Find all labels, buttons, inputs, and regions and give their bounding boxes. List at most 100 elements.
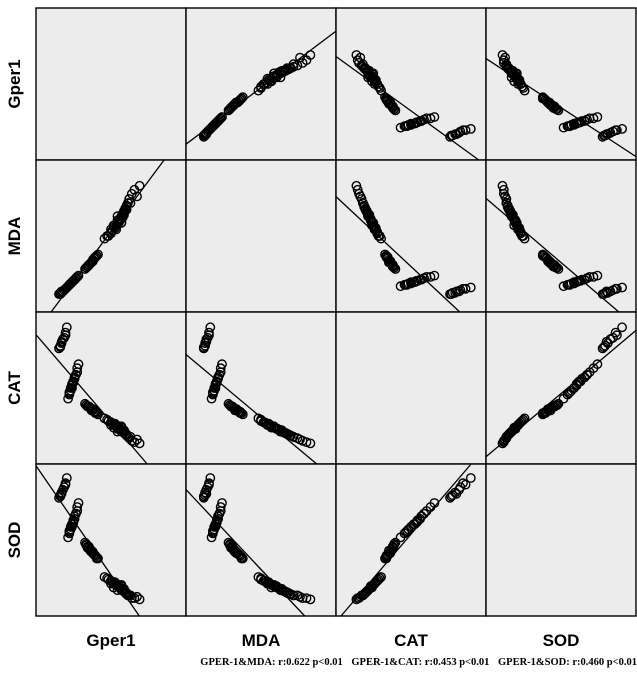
data-point bbox=[385, 547, 396, 557]
data-point bbox=[412, 515, 423, 526]
data-point bbox=[283, 429, 294, 440]
data-point bbox=[63, 532, 73, 543]
data-point bbox=[612, 283, 622, 294]
data-point bbox=[513, 75, 523, 85]
data-point bbox=[575, 275, 586, 286]
row-label-SOD: SOD bbox=[5, 522, 24, 559]
data-point bbox=[497, 180, 508, 191]
data-point bbox=[233, 549, 244, 560]
data-point bbox=[498, 184, 509, 195]
data-point bbox=[566, 385, 577, 396]
data-point bbox=[402, 525, 412, 536]
panel-SOD-Gper1 bbox=[35, 463, 187, 617]
data-point bbox=[498, 55, 509, 66]
data-point bbox=[120, 587, 131, 598]
data-point bbox=[385, 256, 396, 266]
data-point bbox=[363, 208, 373, 219]
data-point bbox=[73, 498, 84, 508]
data-point bbox=[99, 233, 110, 244]
col-label-MDA: MDA bbox=[242, 631, 281, 650]
data-point bbox=[117, 585, 128, 596]
data-point bbox=[501, 194, 512, 204]
data-point bbox=[60, 478, 71, 489]
data-point bbox=[547, 258, 557, 269]
data-point bbox=[134, 438, 145, 449]
data-point bbox=[565, 121, 575, 132]
data-point bbox=[134, 594, 145, 605]
data-point bbox=[231, 404, 242, 414]
data-point bbox=[201, 336, 212, 347]
data-point bbox=[617, 123, 627, 134]
footnote-mda: GPER-1&MDA: r:0.622 p<0.01 bbox=[200, 657, 343, 668]
footnote-sod: GPER-1&SOD: r:0.460 p<0.01 bbox=[498, 657, 637, 668]
data-point bbox=[69, 274, 80, 285]
data-point bbox=[217, 498, 227, 508]
col-label-CAT: CAT bbox=[394, 631, 428, 650]
row-label-CAT: CAT bbox=[5, 371, 24, 405]
data-point bbox=[200, 338, 211, 348]
row-label-Gper1: Gper1 bbox=[5, 59, 24, 108]
data-point bbox=[207, 387, 218, 397]
data-point bbox=[460, 125, 471, 136]
data-point bbox=[368, 580, 379, 590]
data-point bbox=[198, 491, 209, 502]
fit-line bbox=[185, 489, 306, 617]
data-point bbox=[278, 67, 288, 78]
data-point bbox=[395, 281, 406, 292]
data-point bbox=[56, 338, 67, 348]
data-point bbox=[617, 282, 627, 293]
data-point bbox=[506, 208, 517, 219]
data-point bbox=[599, 342, 609, 352]
data-point bbox=[205, 473, 216, 483]
data-point bbox=[511, 220, 522, 231]
data-point bbox=[301, 437, 312, 447]
data-point bbox=[200, 340, 211, 351]
data-point bbox=[575, 117, 586, 128]
data-point bbox=[617, 322, 627, 333]
data-point bbox=[64, 525, 75, 536]
data-point bbox=[64, 387, 75, 397]
data-point bbox=[425, 113, 436, 124]
fit-line bbox=[335, 55, 480, 161]
data-point bbox=[447, 287, 458, 298]
data-point bbox=[292, 60, 303, 71]
data-point bbox=[60, 327, 71, 338]
scatterplot-matrix: Gper1 MDA CAT SOD Gper1 MDA CAT SOD bbox=[5, 7, 637, 650]
data-point bbox=[504, 203, 514, 214]
data-point bbox=[588, 271, 599, 282]
data-point bbox=[460, 283, 471, 294]
fit-line bbox=[335, 196, 461, 313]
data-point bbox=[63, 393, 73, 404]
data-point bbox=[412, 275, 423, 286]
panel-Gper1-Gper1 bbox=[35, 7, 187, 161]
data-point bbox=[228, 544, 239, 555]
data-point bbox=[213, 116, 224, 126]
data-point bbox=[588, 363, 599, 374]
data-point bbox=[217, 359, 227, 370]
data-point bbox=[412, 117, 423, 128]
data-point bbox=[206, 532, 217, 543]
data-point bbox=[612, 125, 622, 136]
data-point bbox=[292, 433, 303, 444]
data-point bbox=[458, 125, 468, 136]
data-point bbox=[209, 383, 220, 393]
data-point bbox=[544, 404, 555, 414]
panel-Gper1-SOD bbox=[485, 7, 637, 161]
data-point bbox=[200, 490, 211, 500]
data-point bbox=[558, 122, 569, 133]
data-point bbox=[210, 118, 221, 129]
data-point bbox=[356, 194, 367, 204]
data-point bbox=[558, 281, 569, 292]
panel-CAT-CAT bbox=[335, 311, 487, 465]
data-point bbox=[395, 532, 406, 543]
panel-CAT-Gper1 bbox=[35, 311, 187, 465]
data-point bbox=[369, 578, 380, 589]
panel-Gper1-CAT bbox=[335, 7, 487, 161]
data-point bbox=[215, 502, 226, 512]
data-point bbox=[597, 343, 608, 354]
data-point bbox=[111, 220, 122, 231]
data-point bbox=[301, 593, 312, 603]
data-point bbox=[395, 122, 406, 133]
row-label-MDA: MDA bbox=[5, 217, 24, 256]
data-point bbox=[565, 279, 575, 290]
